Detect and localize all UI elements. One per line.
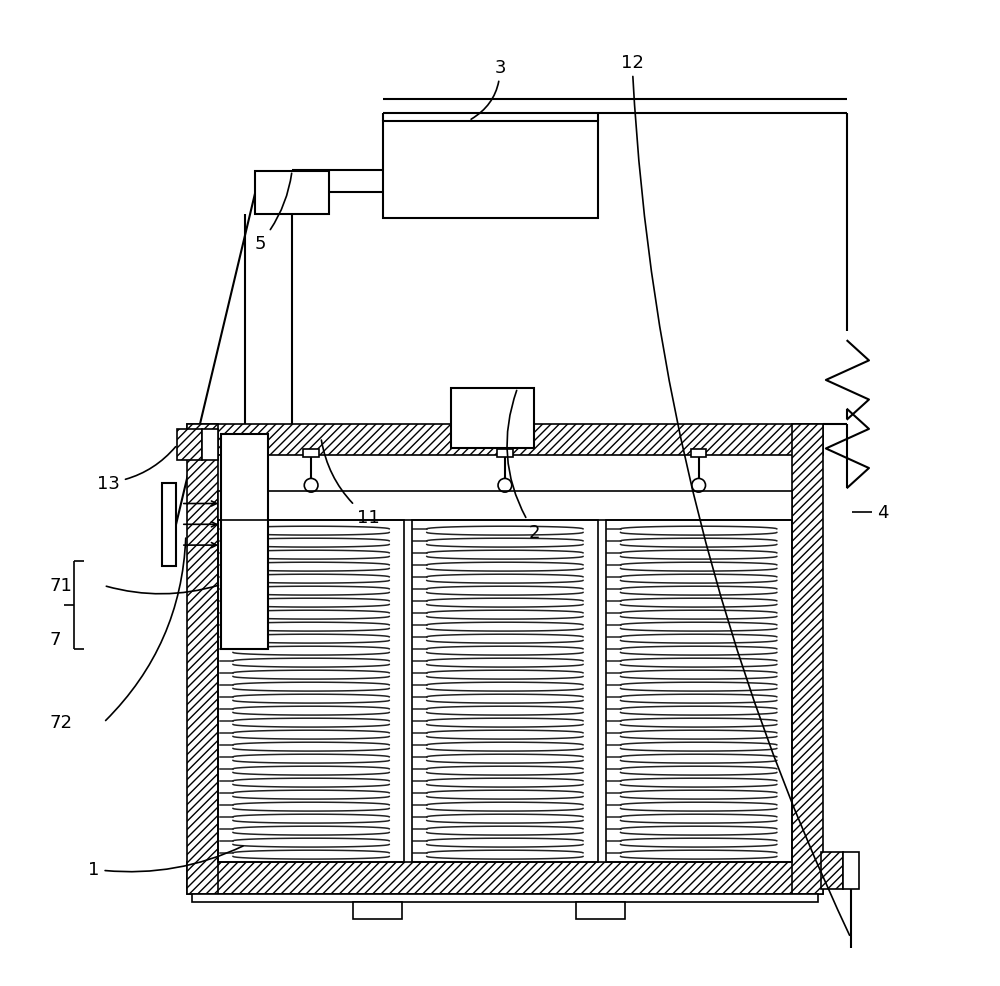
Bar [255, 172, 329, 214]
Text: 71: 71 [50, 577, 73, 595]
Text: 3: 3 [471, 59, 506, 120]
Bar [412, 521, 598, 863]
Bar [162, 483, 176, 566]
Bar [218, 492, 792, 521]
Text: 1: 1 [88, 846, 243, 879]
Bar [383, 121, 598, 219]
Bar [606, 521, 792, 863]
Bar [353, 901, 402, 919]
Bar [821, 852, 843, 889]
Bar [792, 425, 823, 894]
Bar [497, 450, 513, 458]
Bar [187, 425, 218, 894]
Text: 72: 72 [50, 714, 73, 732]
Bar [691, 450, 706, 458]
Bar [187, 863, 823, 894]
Text: 13: 13 [97, 448, 176, 492]
Bar [192, 894, 818, 901]
Bar [303, 450, 319, 458]
Bar [187, 425, 823, 456]
Bar [576, 901, 625, 919]
Bar [202, 430, 218, 460]
Bar [177, 430, 202, 460]
Text: 4: 4 [877, 504, 888, 522]
Bar [221, 435, 268, 650]
Text: 2: 2 [507, 391, 540, 541]
Bar [843, 852, 859, 889]
Text: 12: 12 [621, 54, 850, 936]
Bar [218, 521, 404, 863]
Text: 7: 7 [50, 631, 61, 649]
Bar [451, 388, 534, 449]
Text: 11: 11 [321, 441, 379, 527]
Text: 5: 5 [254, 175, 292, 252]
